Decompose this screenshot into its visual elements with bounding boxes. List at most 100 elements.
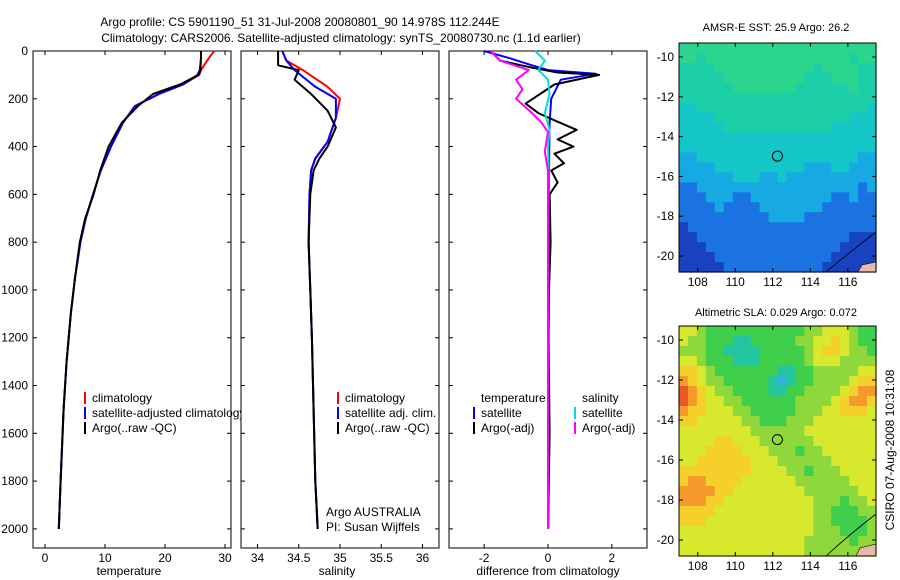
heatmap-cell [822,516,832,527]
ytick-label-1400: 1400 [1,379,28,393]
heatmap-cell [831,162,841,174]
heatmap-cell [867,356,877,367]
heatmap-cell [822,506,832,517]
heatmap-cell [679,396,689,407]
heatmap-cell [696,62,707,74]
heatmap-cell [858,222,868,233]
heatmap-cell [858,476,868,487]
heatmap-cell [822,376,832,387]
heatmap-cell [840,326,850,337]
heatmap-cell [705,516,716,527]
heatmap-cell [804,72,814,84]
heatmap-cell [795,346,805,357]
heatmap-cell [822,486,832,497]
heatmap-cell [795,82,805,94]
heatmap-cell [696,326,707,337]
heatmap-cell [732,416,743,427]
heatmap-cell [687,112,698,124]
heatmap-cell [696,52,707,64]
heatmap-cell [759,122,770,134]
heatmap-cell [795,192,805,203]
heatmap-cell [768,426,779,437]
heatmap-cell [867,132,877,144]
heatmap-cell [687,212,698,223]
heatmap-cell [705,376,716,387]
heatmap-cell [840,496,850,507]
heatmap-cell [849,456,859,467]
legend-label-temp-satellite: satellite [481,406,522,420]
heatmap-cell [768,546,779,557]
heatmap-cell [723,152,734,164]
temperature-legend: climatology satellite-adjusted climatolo… [84,391,245,435]
heatmap-cell [705,122,716,134]
heatmap-cell [705,172,716,183]
salinity-legend: climatology satellite adj. clim. Argo(..… [337,391,436,435]
heatmap-cell [732,426,743,437]
heatmap-cell [831,212,841,223]
heatmap-cell [840,346,850,357]
heatmap-cell [822,446,832,457]
heatmap-cell [741,516,752,527]
heatmap-cell [813,132,823,144]
heatmap-cell [768,43,779,54]
heatmap-cell [858,43,868,54]
heatmap-cell [723,172,734,183]
heatmap-cell [831,222,841,233]
heatmap-cell [750,202,761,213]
heatmap-cell [679,43,689,54]
heatmap-cell [679,112,689,124]
heatmap-cell [822,242,832,253]
heatmap-cell [858,516,868,527]
heatmap-cell [795,386,805,397]
heatmap-cell [831,152,841,164]
heatmap-cell [831,386,841,397]
heatmap-cell [741,182,752,193]
heatmap-cell [840,102,850,114]
heatmap-cell [849,506,859,517]
heatmap-cell [741,336,752,347]
heatmap-cell [840,546,850,557]
heatmap-cell [858,242,868,253]
heatmap-cell [705,496,716,507]
heatmap-cell [750,426,761,437]
heatmap-cell [858,466,868,477]
heatmap-cell [840,536,850,547]
heatmap-cell [741,242,752,253]
heatmap-cell [768,82,779,94]
heatmap-cell [714,326,725,337]
heatmap-cell [732,222,743,233]
heatmap-cell [696,82,707,94]
heatmap-cell [813,152,823,164]
heatmap-cell [687,516,698,527]
heatmap-cell [741,476,752,487]
sst-argo-location-marker [771,150,783,162]
heatmap-cell [705,142,716,154]
heatmap-cell [777,406,788,417]
heatmap-cell [795,366,805,377]
heatmap-cell [714,52,725,64]
heatmap-cell [777,346,788,357]
heatmap-cell [867,446,877,457]
heatmap-cell [804,62,814,74]
heatmap-cell [831,142,841,154]
heatmap-cell [741,102,752,114]
heatmap-cell [705,416,716,427]
heatmap-cell [750,152,761,164]
heatmap-cell [696,152,707,164]
heatmap-cell [714,192,725,203]
heatmap-cell [804,142,814,154]
heatmap-cell [750,212,761,223]
heatmap-cell [741,386,752,397]
heatmap-cell [831,242,841,253]
heatmap-cell [840,506,850,517]
heatmap-cell [804,43,814,54]
heatmap-cell [858,72,868,84]
heatmap-cell [822,162,832,174]
heatmap-cell [858,396,868,407]
heatmap-cell [759,326,770,337]
heatmap-cell [813,426,823,437]
heatmap-cell [804,52,814,64]
heatmap-cell [813,496,823,507]
heatmap-cell [768,152,779,164]
xtick-label-0: 0 [42,551,49,565]
